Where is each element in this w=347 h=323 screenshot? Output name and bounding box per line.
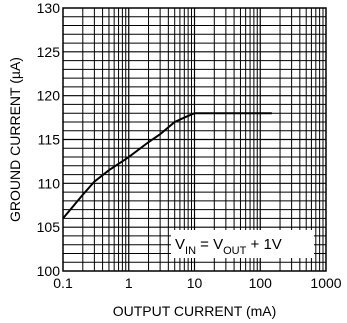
y-tick-label: 115 — [38, 132, 61, 148]
y-tick-label: 110 — [38, 175, 61, 191]
x-tick-label: 1 — [125, 275, 133, 291]
x-axis-title: OUTPUT CURRENT (mA) — [113, 303, 277, 319]
plot-frame — [62, 7, 327, 272]
y-axis-title: GROUND CURRENT (µA) — [7, 57, 23, 222]
y-tick-label: 100 — [37, 263, 61, 279]
x-tick-labels: 0.1 1 10 100 1000 — [53, 275, 342, 291]
y-tick-label: 125 — [37, 44, 61, 60]
y-tick-label: 105 — [37, 219, 61, 235]
x-tick-label: 10 — [187, 275, 203, 291]
series-line — [62, 112, 272, 220]
y-tick-labels: 100 105 110 115 120 125 130 — [37, 0, 61, 279]
x-tick-label: 100 — [249, 275, 273, 291]
y-tick-label: 130 — [37, 0, 61, 16]
x-tick-label: 1000 — [310, 275, 341, 291]
y-tick-label: 120 — [37, 88, 61, 104]
x-tick-label: 0.1 — [53, 275, 73, 291]
test-condition-label: VIN = VOUT + 1V — [175, 236, 282, 257]
condition-box — [171, 230, 314, 258]
